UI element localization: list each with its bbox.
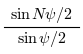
Text: $\mathrm{sin}\,\psi/2$: $\mathrm{sin}\,\psi/2$: [17, 29, 66, 49]
Text: $\mathrm{sin}\,N\psi/2$: $\mathrm{sin}\,N\psi/2$: [10, 5, 73, 25]
